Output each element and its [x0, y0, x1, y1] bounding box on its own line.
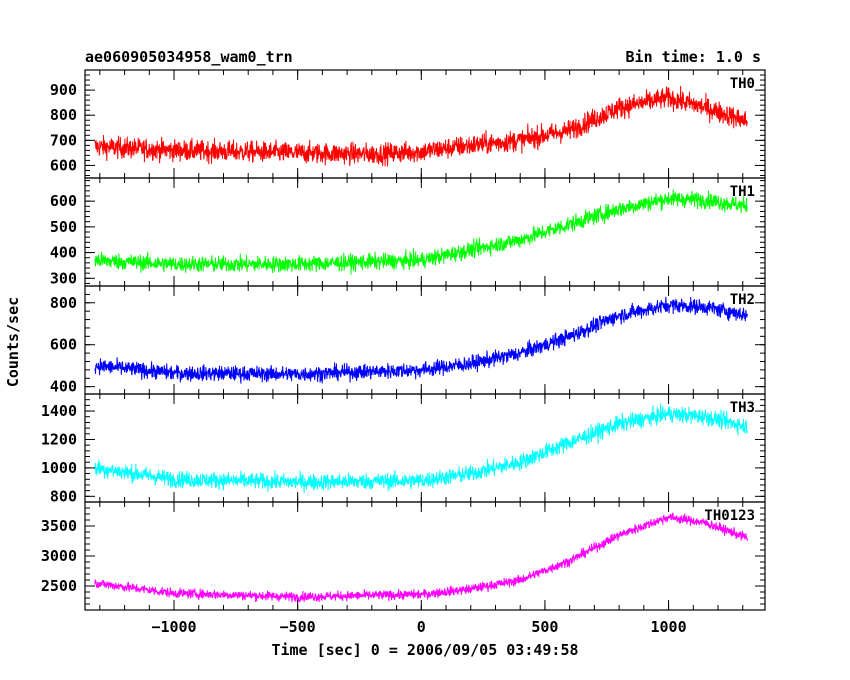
- panel-th0123: 2500 3000 3500 TH0123 −1000 −500 0 500 1000: [41, 501, 766, 636]
- panel-th1: 300 400 500 600 TH1: [50, 177, 766, 287]
- x-tick-label: −500: [280, 618, 316, 636]
- series-line-th2: [94, 296, 748, 384]
- panel-th3: 800 1000 1200 1400 TH3: [41, 393, 766, 505]
- y-tick-label: 2500: [41, 577, 77, 595]
- x-tick-label: 500: [531, 618, 558, 636]
- y-tick-label: 300: [50, 269, 77, 287]
- series-line-th0: [94, 86, 748, 167]
- y-tick-label: 600: [50, 156, 77, 174]
- panel-label: TH2: [730, 292, 755, 308]
- x-tick-label: 0: [417, 618, 426, 636]
- panel-frame: [84, 69, 766, 179]
- panel-th0: 600 700 800 900 TH0: [50, 69, 766, 179]
- y-tick-label: 700: [50, 131, 77, 149]
- bin-time-label: Bin time: 1.0 s: [626, 48, 761, 66]
- series-line-th0123: [94, 512, 748, 603]
- y-tick-label: 3500: [41, 517, 77, 535]
- series-line-th1: [94, 189, 748, 275]
- y-tick-label: 400: [50, 244, 77, 262]
- series-line-th3: [94, 403, 748, 494]
- x-tick-label: −1000: [151, 618, 196, 636]
- y-tick-label: 600: [50, 336, 77, 354]
- panel-label: TH1: [730, 184, 755, 200]
- y-tick-label: 1400: [41, 402, 77, 420]
- y-tick-label: 1200: [41, 430, 77, 448]
- y-axis-title: Counts/sec: [4, 297, 22, 387]
- x-tick-label: 1000: [651, 618, 687, 636]
- panel-label: TH0123: [704, 508, 755, 524]
- chart-title: ae060905034958_wam0_trn: [85, 48, 293, 66]
- panel-label: TH0: [730, 76, 755, 92]
- y-tick-label: 500: [50, 218, 77, 236]
- y-tick-label: 400: [50, 378, 77, 396]
- panel-label: TH3: [730, 400, 755, 416]
- y-tick-label: 600: [50, 192, 77, 210]
- panels-group: 600 700 800 900 TH0 300 400 500 600 TH1 400 600 800 T…: [41, 69, 766, 636]
- x-axis-title: Time [sec] 0 = 2006/09/05 03:49:58: [271, 641, 578, 659]
- panel-frame: [84, 177, 766, 287]
- y-tick-label: 900: [50, 81, 77, 99]
- panel-th2: 400 600 800 TH2: [50, 285, 766, 396]
- y-tick-label: 800: [50, 294, 77, 312]
- y-tick-label: 1000: [41, 459, 77, 477]
- y-tick-label: 3000: [41, 547, 77, 565]
- y-tick-label: 800: [50, 106, 77, 124]
- y-tick-label: 800: [50, 487, 77, 505]
